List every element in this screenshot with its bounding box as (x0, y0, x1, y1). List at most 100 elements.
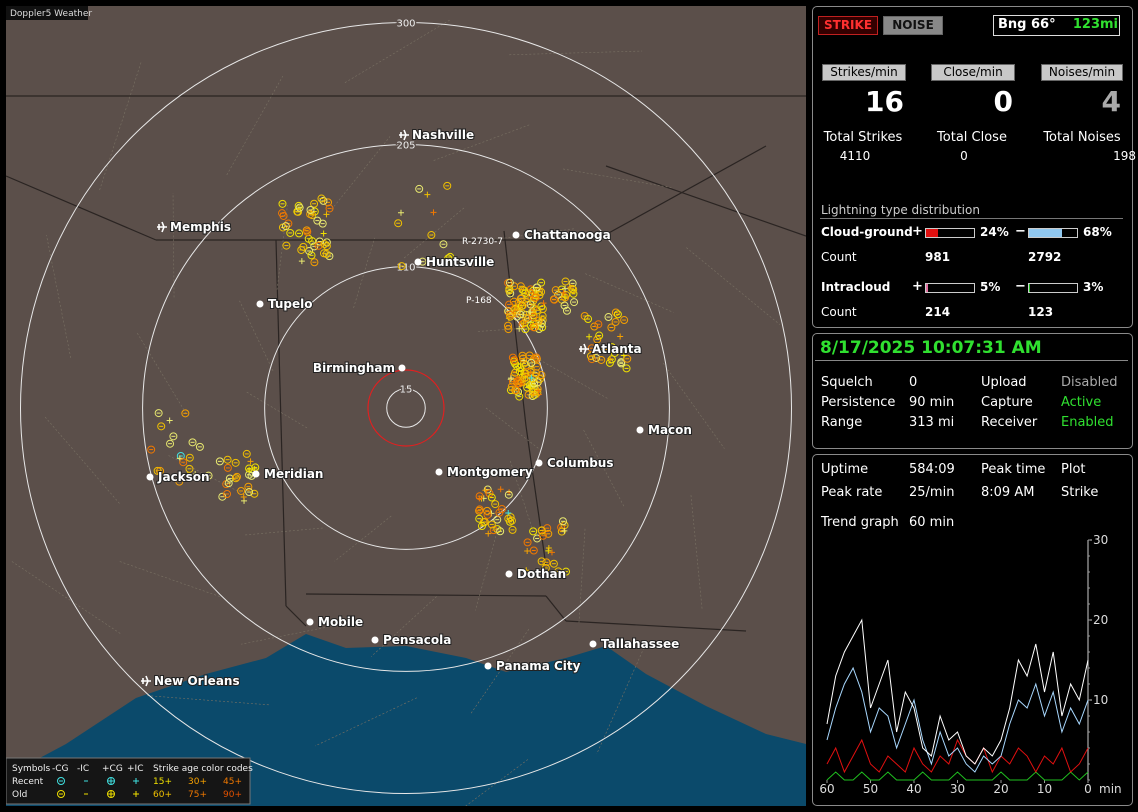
count-label: Count (821, 250, 857, 264)
total-label: Total Noises (1043, 130, 1121, 145)
county-road (314, 697, 417, 747)
state-border (595, 145, 767, 241)
strike-symbol (294, 201, 303, 210)
legend-symbol (133, 778, 139, 784)
strike-symbol (188, 438, 197, 447)
strike-symbol (521, 325, 530, 334)
datetime: 8/17/2025 10:07:31 AM (820, 338, 1042, 358)
county-road (43, 415, 120, 504)
strike-symbol (317, 194, 326, 203)
strike-symbol (520, 374, 529, 383)
strike-symbol (415, 184, 424, 193)
county-road (475, 532, 498, 611)
strike-symbol (306, 206, 315, 215)
strike-symbol (480, 517, 489, 526)
county-road (334, 515, 392, 562)
strike-symbol (541, 563, 550, 572)
setting: 313 mi (909, 415, 955, 430)
strike-symbol (320, 230, 327, 237)
strike-symbol (527, 309, 534, 316)
strike-symbol (540, 300, 547, 307)
percent: 24% (980, 225, 1009, 239)
stat: 25/min (909, 485, 955, 500)
strike-symbol (521, 289, 530, 298)
city-label: Columbus (547, 456, 614, 470)
strike-symbol (487, 493, 496, 502)
strike-symbol (516, 310, 525, 319)
setting: 90 min (909, 395, 955, 410)
county-road (433, 124, 530, 161)
county-road (344, 19, 451, 83)
legend-text: Symbols (12, 764, 51, 774)
strike-symbol (516, 363, 525, 372)
city-dot (535, 459, 543, 467)
strike-symbol (560, 301, 569, 310)
stat: Peak time (981, 462, 1046, 477)
strike-symbol (549, 559, 558, 568)
strike-symbol (529, 527, 538, 536)
stat: 584:09 (909, 462, 955, 477)
strike-symbol (561, 293, 568, 300)
brand-bg (6, 6, 88, 20)
city-label: Montgomery (447, 465, 533, 479)
strike-symbol (505, 278, 514, 287)
strike-symbol (322, 250, 331, 259)
strike-button[interactable]: STRIKE (818, 16, 878, 35)
count-value: 2792 (1028, 250, 1062, 264)
city-label: Tupelo (268, 297, 313, 311)
city-label: Dothan (517, 567, 566, 581)
strike-symbol (504, 325, 513, 334)
state-border (6, 175, 157, 241)
total-label: Total Close (937, 130, 1007, 145)
county-road (562, 168, 673, 189)
strike-symbol (529, 312, 538, 321)
strike-symbol (282, 241, 291, 250)
strike-symbol (184, 472, 191, 479)
strike-symbol (515, 367, 524, 376)
total-label: Total Strikes (823, 130, 903, 145)
strike-symbol (539, 531, 548, 540)
strike-symbol (179, 458, 188, 467)
strike-symbol (319, 196, 328, 205)
state-border (545, 595, 567, 622)
city-dot (306, 618, 314, 626)
strike-symbol (534, 316, 543, 325)
county-road (485, 407, 540, 450)
strike-symbol (223, 455, 232, 464)
strike-symbol (325, 204, 334, 213)
total-value: 198 (1113, 149, 1136, 163)
strike-symbol (246, 466, 253, 473)
strike-symbol (594, 320, 603, 329)
range-ring (264, 266, 548, 550)
legend-age: 15+ (153, 777, 172, 787)
rate-label: Noises/min (1041, 64, 1123, 81)
noise-button[interactable]: NOISE (883, 16, 943, 35)
county-road (403, 206, 466, 259)
status-panel (812, 333, 1133, 449)
strike-symbol (515, 392, 524, 401)
strike-symbol (245, 488, 254, 497)
strike-symbol (427, 231, 436, 240)
strike-symbol (530, 391, 537, 398)
legend-age: 30+ (188, 777, 207, 787)
strike-symbol (595, 331, 604, 340)
stat: Strike (1061, 485, 1099, 500)
strike-symbol (516, 294, 525, 303)
type-label: Intracloud (821, 280, 891, 294)
strike-symbol (584, 315, 593, 324)
strike-symbol (294, 207, 303, 216)
strike-symbol (554, 567, 563, 576)
strike-symbol (586, 352, 595, 361)
strike-symbol (487, 520, 496, 529)
state-border (525, 425, 547, 567)
strike-symbol (169, 432, 178, 441)
strike-symbol (569, 289, 578, 298)
strike-symbol (561, 527, 568, 534)
strike-symbol (590, 322, 599, 331)
legend-age: 60+ (153, 790, 172, 800)
strike-symbol (597, 355, 606, 364)
close-ring (367, 369, 445, 447)
strike-symbol (508, 375, 515, 382)
strike-symbol (242, 449, 251, 458)
city-dot (636, 426, 644, 434)
